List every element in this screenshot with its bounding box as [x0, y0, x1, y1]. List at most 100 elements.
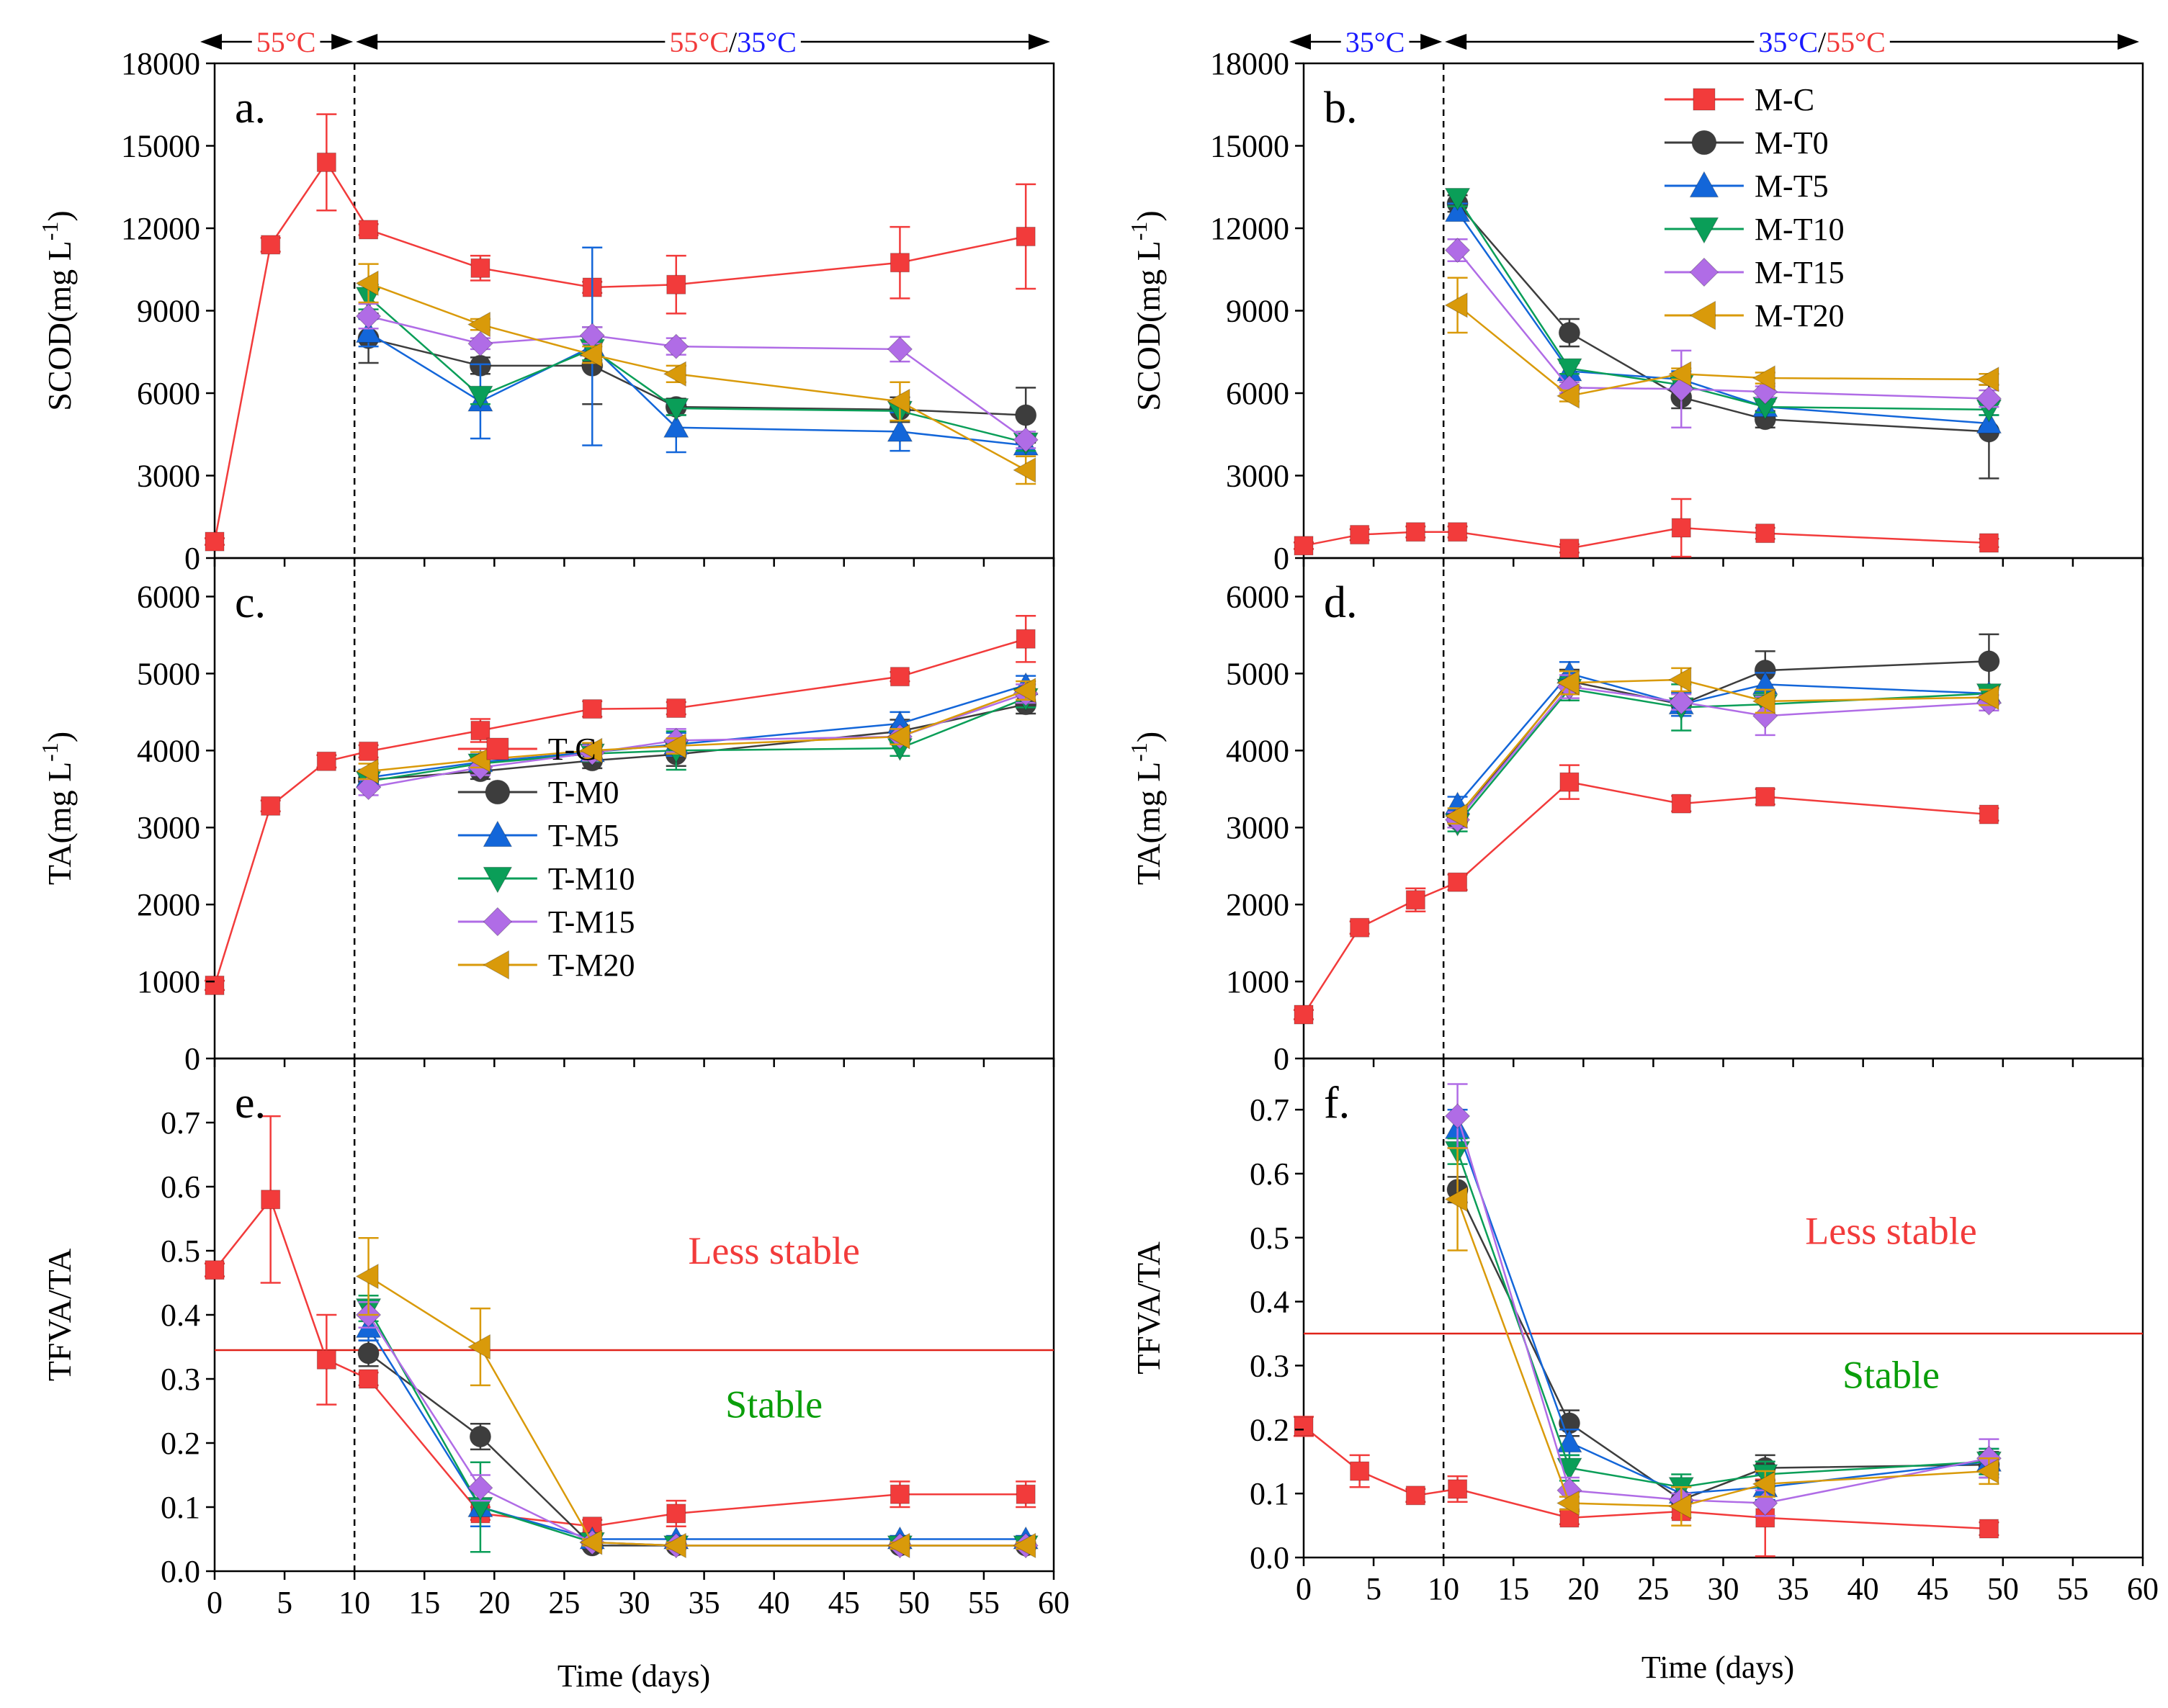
data-point-T-C	[890, 667, 910, 687]
y-axis-title-end: )	[1130, 732, 1167, 742]
data-point-T-M20	[355, 758, 379, 784]
data-point-M-T20	[1752, 365, 1775, 391]
data-point-M-T10	[1444, 187, 1471, 211]
y-tick-label: 18000	[121, 46, 200, 81]
y-axis-title-f: TFVA/TA	[1130, 1241, 1167, 1375]
temp-text-part: 35°C	[1345, 26, 1405, 58]
y-axis-title-end: )	[1130, 210, 1167, 221]
legend-marker-T-M0	[485, 779, 511, 805]
legend-c: T-C T-M0 T-M5 T-M10 T-M15 T-M20	[457, 732, 635, 983]
data-point-T-C	[1016, 226, 1036, 246]
data-point-M-T20	[1444, 292, 1468, 318]
arrowhead-left	[1445, 34, 1467, 50]
arrowhead-left	[200, 34, 222, 50]
x-tick-label: 10	[339, 1585, 370, 1620]
y-tick-label: 6000	[137, 376, 200, 411]
y-tick-label: 12000	[1210, 211, 1289, 246]
legend-label-T-C: T-C	[548, 732, 596, 767]
series-line-T-M10	[367, 296, 1026, 444]
data-point-T-M20	[887, 1532, 910, 1559]
y-tick-label: 1000	[1226, 964, 1289, 999]
y-axis-title-main: SCOD(mg L	[41, 241, 78, 410]
x-tick-label: 20	[1567, 1571, 1599, 1606]
arrowhead-right	[331, 34, 354, 50]
legend-label-T-M15: T-M15	[548, 904, 635, 940]
y-tick-label: 0.3	[1250, 1348, 1289, 1383]
data-point-T-M15	[467, 1475, 493, 1501]
panel-label-d: d.	[1324, 578, 1358, 627]
panel-label-c: c.	[235, 578, 266, 627]
data-point-M-C	[1294, 536, 1314, 556]
temp-text-part: /	[1818, 26, 1827, 58]
x-tick-label: 20	[478, 1585, 510, 1620]
data-point-T-M10	[663, 397, 689, 421]
legend-marker-T-M10	[483, 866, 513, 894]
y-tick-label: 4000	[137, 733, 200, 768]
series-M-C	[1294, 764, 1999, 1025]
temp-label-left-second: 55°C/35°C	[669, 26, 796, 58]
legend-label-M-C: M-C	[1755, 82, 1814, 117]
data-point-M-T0	[1558, 321, 1580, 344]
series-M-T20	[1444, 667, 1999, 829]
y-tick-label: 0.1	[161, 1490, 200, 1525]
y-tick-label: 0	[1273, 541, 1289, 576]
annotation-f-0: Less stable	[1805, 1210, 1976, 1253]
x-tick-label: 25	[548, 1585, 580, 1620]
panel-label-e: e.	[235, 1079, 266, 1128]
data-point-T-M20	[355, 270, 379, 297]
y-axis-title-end: )	[41, 732, 78, 742]
data-point-T-M20	[663, 733, 686, 759]
x-tick-label: 45	[828, 1585, 860, 1620]
annotation-f-1: Stable	[1842, 1354, 1940, 1397]
data-point-T-C	[205, 975, 225, 995]
y-tick-label: 0	[184, 1041, 200, 1077]
data-point-M-T20	[1556, 383, 1580, 409]
y-tick-label: 0.4	[161, 1298, 200, 1333]
temp-text-part: 35°C	[737, 26, 797, 58]
data-point-T-C	[666, 698, 686, 718]
data-point-M-T20	[1556, 670, 1580, 696]
data-point-M-T15	[1444, 1103, 1471, 1129]
data-point-T-C	[261, 1190, 281, 1210]
data-point-T-M20	[467, 1334, 491, 1360]
legend-marker-M-C	[1693, 88, 1716, 111]
data-point-M-T15	[1668, 689, 1694, 715]
x-tick-label: 30	[1708, 1571, 1739, 1606]
legend-b: M-C M-T0 M-T5 M-T10 M-T15 M-T20	[1664, 82, 1845, 333]
y-axis-title-e: TFVA/TA	[41, 1249, 78, 1382]
y-tick-label: 3000	[137, 459, 200, 494]
y-tick-label: 6000	[1226, 579, 1289, 614]
y-axis-title-a: SCOD(mg L-1)	[37, 210, 78, 410]
series-line-T-M20	[368, 689, 1026, 773]
data-point-M-C	[1755, 523, 1775, 544]
series-line-T-M5	[367, 331, 1026, 446]
data-point-M-T5	[1444, 199, 1471, 223]
y-tick-label: 2000	[137, 887, 200, 922]
data-point-T-C	[359, 1369, 379, 1389]
data-point-T-C	[582, 699, 602, 719]
arrowhead-right	[1420, 34, 1443, 50]
data-point-T-M20	[467, 747, 491, 773]
legend-marker-T-M15	[483, 907, 513, 937]
x-tick-label: 30	[619, 1585, 650, 1620]
data-point-T-M0	[357, 1342, 380, 1365]
x-tick-label: 55	[968, 1585, 1000, 1620]
y-tick-label: 4000	[1226, 733, 1289, 768]
y-axis-title-end: )	[41, 210, 78, 221]
data-point-M-C	[1350, 917, 1370, 938]
y-tick-label: 0.1	[1250, 1476, 1289, 1511]
data-point-M-T20	[1444, 1186, 1468, 1213]
y-axis-title-b: SCOD(mg L-1)	[1126, 210, 1167, 410]
x-tick-label: 60	[1038, 1585, 1070, 1620]
series-line-T-M5	[367, 1327, 1026, 1540]
temp-text-part: /	[729, 26, 738, 58]
data-point-M-T20	[1976, 1458, 1999, 1484]
y-tick-label: 0.7	[1250, 1092, 1289, 1128]
data-point-M-C	[1755, 786, 1775, 806]
y-axis-title-c: TA(mg L-1)	[37, 732, 78, 885]
series-T-M15	[355, 302, 1039, 453]
data-point-M-C	[1294, 1416, 1314, 1437]
temp-text-part: 55°C	[256, 26, 316, 58]
data-point-M-C	[1405, 1485, 1425, 1506]
